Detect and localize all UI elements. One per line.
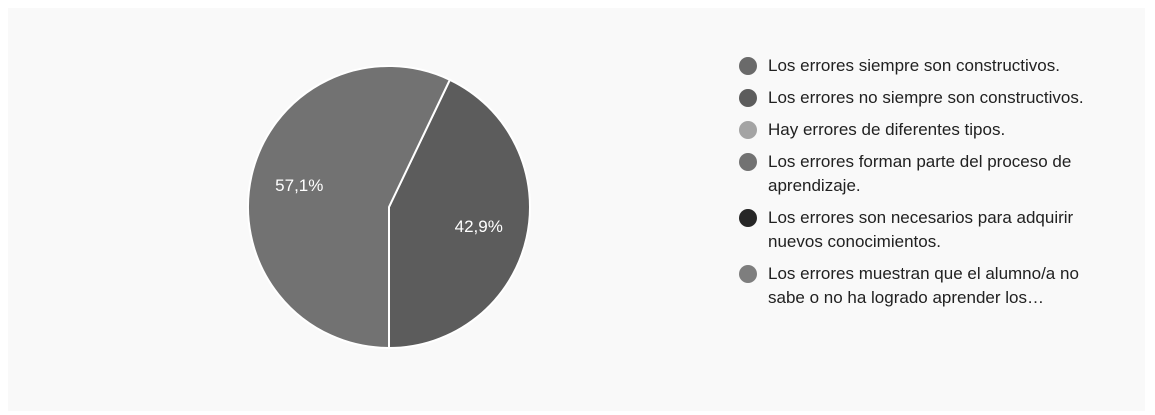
- slice-value-label-1: 42,9%: [455, 217, 503, 236]
- pie-chart: 42,9% 57,1%: [247, 65, 531, 349]
- legend-swatch-icon: [739, 265, 757, 283]
- pie-slice-3[interactable]: [247, 65, 451, 349]
- slice-value-label-3: 57,1%: [275, 176, 323, 195]
- legend-swatch-icon: [739, 57, 757, 75]
- legend-item-label: Los errores son necesarios para adquirir…: [768, 208, 1074, 251]
- pie-slice-1[interactable]: [388, 78, 531, 349]
- legend-swatch-icon: [739, 153, 757, 171]
- legend-swatch-icon: [739, 209, 757, 227]
- legend: Los errores siempre son constructivos. Lo…: [739, 54, 1119, 318]
- legend-item-2[interactable]: Hay errores de diferentes tipos.: [739, 118, 1119, 142]
- legend-item-0[interactable]: Los errores siempre son constructivos.: [739, 54, 1119, 78]
- legend-item-3[interactable]: Los errores forman parte del proceso de …: [739, 150, 1119, 198]
- legend-item-label: Los errores muestran que el alumno/a no …: [768, 264, 1079, 307]
- legend-item-5[interactable]: Los errores muestran que el alumno/a no …: [739, 262, 1119, 310]
- legend-swatch-icon: [739, 89, 757, 107]
- legend-item-label: Los errores forman parte del proceso de …: [768, 152, 1072, 195]
- legend-item-label: Los errores no siempre son constructivos…: [768, 88, 1084, 107]
- legend-item-label: Los errores siempre son constructivos.: [768, 56, 1060, 75]
- legend-item-4[interactable]: Los errores son necesarios para adquirir…: [739, 206, 1119, 254]
- legend-swatch-icon: [739, 121, 757, 139]
- legend-item-label: Hay errores de diferentes tipos.: [768, 120, 1006, 139]
- legend-item-1[interactable]: Los errores no siempre son constructivos…: [739, 86, 1119, 110]
- chart-panel: 42,9% 57,1% Los errores siempre son const…: [8, 8, 1145, 411]
